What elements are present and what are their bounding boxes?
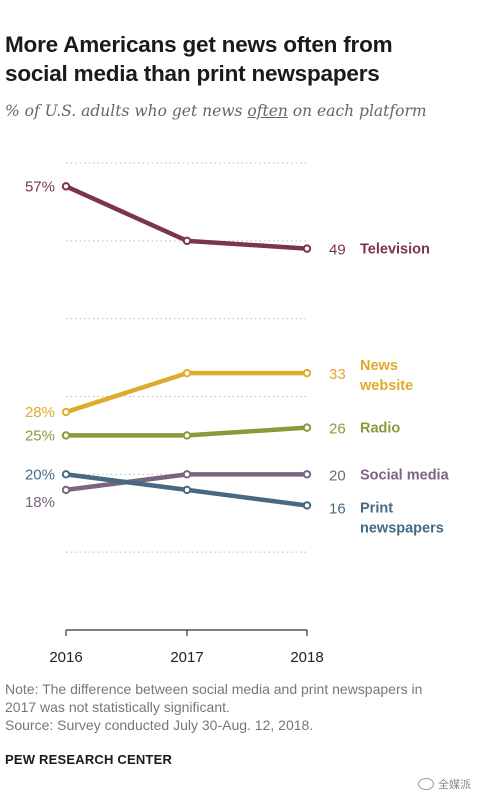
data-point-television <box>61 182 71 191</box>
x-tick-label: 2016 <box>49 649 82 666</box>
start-value-label: 25% <box>25 427 55 444</box>
start-value-label: 18% <box>25 494 55 511</box>
data-point-social-media <box>61 485 71 495</box>
note-line-2: 2017 was not statistically significant. <box>5 699 230 715</box>
end-value-label: 20 <box>329 467 346 484</box>
subtitle-emphasis: often <box>247 102 288 120</box>
wechat-icon <box>418 778 434 790</box>
data-point-radio <box>302 423 312 432</box>
series-label: Television <box>360 242 430 258</box>
data-point-news-website <box>61 407 71 417</box>
chart-subtitle: % of U.S. adults who get news often on e… <box>5 102 480 120</box>
data-point-print-newspapers <box>61 470 71 479</box>
data-point-social-media <box>302 470 312 479</box>
series-label: News <box>360 358 398 374</box>
data-point-radio <box>61 431 71 440</box>
start-value-label: 57% <box>25 178 55 195</box>
end-value-label: 33 <box>329 366 346 383</box>
series-label: website <box>359 378 413 394</box>
series-label: Social media <box>360 467 450 483</box>
subtitle-pre: % of U.S. adults who get news <box>5 102 248 120</box>
start-value-label: 28% <box>25 404 55 421</box>
chart-title: More Americans get news often from socia… <box>5 30 480 88</box>
title-line-2: social media than print newspapers <box>5 61 380 86</box>
x-tick-label: 2017 <box>170 649 203 666</box>
watermark-text: 全媒派 <box>438 779 471 791</box>
end-value-label: 49 <box>329 242 346 259</box>
data-point-radio <box>182 431 192 440</box>
data-point-news-website <box>302 368 312 378</box>
series-label: Print <box>360 500 393 516</box>
start-value-label: 20% <box>25 466 55 483</box>
series-label: Radio <box>360 421 400 437</box>
subtitle-post: on each platform <box>287 102 427 120</box>
chart-note: Note: The difference between social medi… <box>5 680 480 734</box>
end-value-label: 26 <box>329 421 346 438</box>
watermark: 全媒派 <box>418 776 471 792</box>
data-point-television <box>302 244 312 253</box>
data-point-social-media <box>182 470 192 479</box>
data-point-news-website <box>182 368 192 378</box>
title-line-1: More Americans get news often from <box>5 32 393 57</box>
note-line-1: Note: The difference between social medi… <box>5 681 423 697</box>
series-label: newspapers <box>360 520 444 536</box>
brand-label: PEW RESEARCH CENTER <box>5 752 173 767</box>
x-tick-label: 2018 <box>290 649 323 666</box>
end-value-label: 16 <box>329 500 346 517</box>
data-point-print-newspapers <box>182 485 192 495</box>
series-line-news-website <box>63 370 310 415</box>
data-point-television <box>182 236 192 246</box>
data-point-print-newspapers <box>302 501 312 510</box>
source-line: Source: Survey conducted July 30-Aug. 12… <box>5 717 314 733</box>
